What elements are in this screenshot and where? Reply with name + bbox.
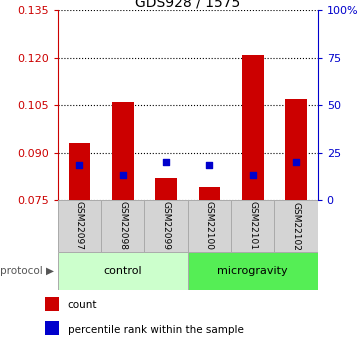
Bar: [69, 143, 90, 200]
Bar: [188, 200, 231, 252]
Text: GSM22102: GSM22102: [292, 201, 300, 250]
Point: [120, 172, 126, 178]
Bar: [274, 200, 318, 252]
Text: GSM22100: GSM22100: [205, 201, 214, 250]
Point: [77, 162, 82, 168]
Bar: [285, 99, 307, 200]
Title: GDS928 / 1575: GDS928 / 1575: [135, 0, 240, 9]
Bar: [45, 321, 59, 335]
Text: GSM22101: GSM22101: [248, 201, 257, 250]
Bar: [58, 200, 101, 252]
Point: [206, 162, 212, 168]
Text: GSM22097: GSM22097: [75, 201, 84, 250]
Text: protocol ▶: protocol ▶: [0, 266, 54, 276]
Bar: [144, 200, 188, 252]
Point: [250, 172, 256, 178]
Point: [293, 159, 299, 165]
Text: GSM22098: GSM22098: [118, 201, 127, 250]
Text: control: control: [104, 266, 142, 276]
Bar: [112, 102, 134, 200]
Bar: [199, 187, 220, 200]
Text: GSM22099: GSM22099: [162, 201, 170, 250]
Bar: [188, 252, 318, 290]
Bar: [155, 178, 177, 200]
Text: percentile rank within the sample: percentile rank within the sample: [68, 325, 243, 335]
Bar: [101, 200, 144, 252]
Bar: [58, 252, 188, 290]
Text: count: count: [68, 300, 97, 310]
Bar: [231, 200, 274, 252]
Text: microgravity: microgravity: [217, 266, 288, 276]
Bar: [242, 55, 264, 200]
Bar: [45, 297, 59, 311]
Point: [163, 159, 169, 165]
